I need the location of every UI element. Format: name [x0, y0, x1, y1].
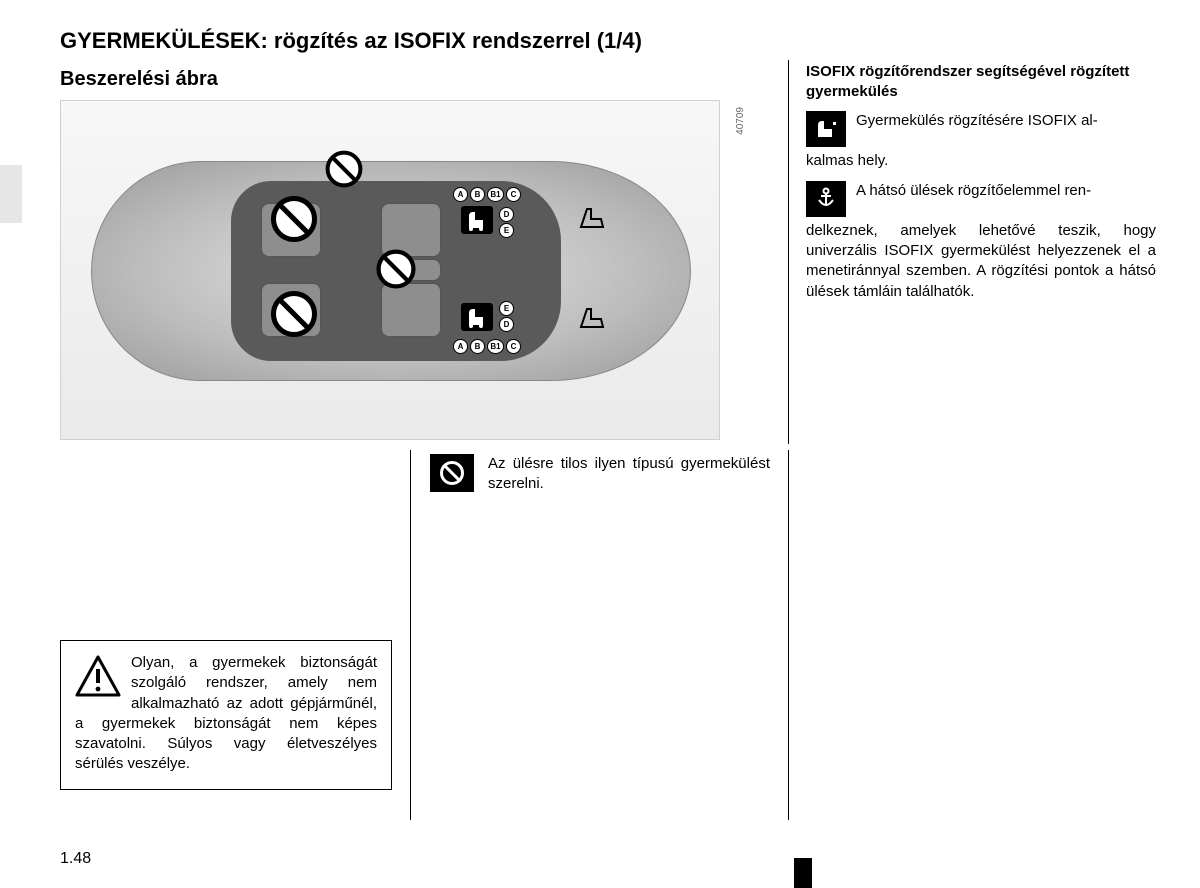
label-b1: B1: [487, 187, 504, 202]
isofix-location-row: Gyermekülés rögzítésére ISOFIX al-: [806, 111, 1156, 147]
isofix-seat-icon: [461, 303, 493, 331]
warning-box: Olyan, a gyermekek biztonságát szolgáló …: [60, 640, 392, 790]
title-page-indicator: (1/4): [597, 28, 642, 53]
prohibited-icon: [271, 291, 317, 337]
prohibited-icon: [430, 454, 474, 492]
page-title: GYERMEKÜLÉSEK: rögzítés az ISOFIX rendsz…: [60, 28, 1160, 54]
page-number: 1.48: [60, 850, 91, 868]
label-a: A: [453, 339, 468, 354]
label-b: B: [470, 339, 485, 354]
right-heading: ISOFIX rögzítőrendszer segítségével rögz…: [806, 62, 1156, 103]
column-separator: [788, 450, 789, 820]
label-d: D: [499, 317, 514, 332]
tether-icon: [577, 201, 607, 231]
label-b1: B1: [487, 339, 504, 354]
prohibited-icon: [271, 196, 317, 242]
label-c: C: [506, 187, 521, 202]
car-diagram: 40709 A B B1 C D E: [60, 100, 720, 440]
isofix-seat-icon: [806, 111, 846, 147]
image-code: 40709: [735, 107, 746, 135]
manual-page: GYERMEKÜLÉSEK: rögzítés az ISOFIX rendsz…: [0, 0, 1200, 888]
label-e: E: [499, 223, 514, 238]
prohibited-icon: [326, 151, 363, 188]
anchor-icon: [806, 181, 846, 217]
column-separator: [788, 60, 789, 444]
right-column: ISOFIX rögzítőrendszer segítségével rögz…: [806, 62, 1156, 302]
column-separator: [410, 450, 411, 820]
seat-rear-left: [381, 203, 441, 257]
label-d: D: [499, 207, 514, 222]
title-text: GYERMEKÜLÉSEK: rögzítés az ISOFIX rendsz…: [60, 28, 591, 53]
label-c: C: [506, 339, 521, 354]
isofix-p1-cont: kalmas hely.: [806, 151, 1156, 171]
label-a: A: [453, 187, 468, 202]
side-tab: [0, 165, 22, 223]
prohibited-text: Az ülésre tilos ilyen típusú gyermekülés…: [488, 454, 770, 495]
seat-rear-right: [381, 283, 441, 337]
isofix-p1-lead: Gyermekülés rögzítésére ISOFIX al-: [856, 111, 1156, 131]
label-b: B: [470, 187, 485, 202]
tether-icon: [577, 301, 607, 331]
isofix-seat-icon: [461, 206, 493, 234]
footer-tab: [794, 858, 812, 888]
warning-icon: [75, 655, 121, 697]
anchor-p2-cont: delkeznek, amelyek lehetővé teszik, hogy…: [806, 221, 1156, 302]
label-e: E: [499, 301, 514, 316]
anchor-row: A hátsó ülések rögzítőelemmel ren-: [806, 181, 1156, 217]
prohibited-icon: [376, 249, 415, 288]
anchor-p2-lead: A hátsó ülések rögzítőelemmel ren-: [856, 181, 1156, 201]
prohibited-note: Az ülésre tilos ilyen típusú gyermekülés…: [430, 454, 770, 495]
